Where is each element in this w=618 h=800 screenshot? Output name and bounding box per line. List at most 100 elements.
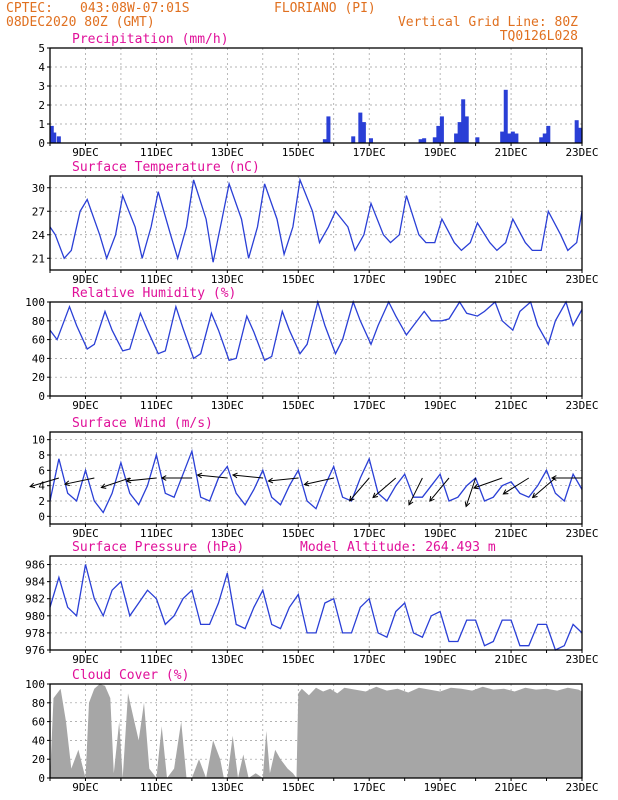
precip-bar-8 bbox=[368, 138, 373, 143]
wind-arrowhead-12 bbox=[429, 496, 435, 502]
x-tick-pressure-4: 17DEC bbox=[353, 653, 386, 666]
header-coords: 043:08W-07:01S bbox=[80, 1, 190, 16]
y-tick-pressure-2: 980 bbox=[25, 610, 45, 623]
x-tick-temp-5: 19DEC bbox=[424, 273, 457, 286]
x-tick-precip-0: 9DEC bbox=[72, 146, 99, 159]
header-source: CPTEC: bbox=[6, 1, 53, 16]
x-tick-rh-1: 11DEC bbox=[140, 399, 173, 412]
panel-wind: Surface Wind (m/s) 0 2 4 6 8 10 9DEC 11DEC 13DEC 1… bbox=[29, 416, 599, 540]
x-tick-rh-7: 23DEC bbox=[565, 399, 598, 412]
wind-arrowhead-14 bbox=[472, 483, 479, 490]
x-tick-pressure-0: 9DEC bbox=[72, 653, 99, 666]
wind-arrow-11 bbox=[408, 477, 423, 506]
series-line-wind bbox=[49, 448, 583, 514]
y-tick-pressure-3: 982 bbox=[25, 593, 45, 606]
precip-bar-6 bbox=[358, 112, 363, 143]
panel-temp: Surface Temperature (nC) 21 24 27 30 9DEC 11DE… bbox=[32, 160, 599, 286]
x-tick-rh-5: 19DEC bbox=[424, 399, 457, 412]
wind-arrowhead-13 bbox=[464, 501, 471, 508]
precip-bar-28 bbox=[578, 127, 583, 143]
precip-bar-3 bbox=[322, 139, 327, 143]
x-tick-cloud-1: 11DEC bbox=[140, 781, 173, 794]
precip-bar-5 bbox=[351, 136, 356, 143]
precip-bar-20 bbox=[503, 89, 508, 143]
panel-title-pressure: Surface Pressure (hPa) bbox=[72, 540, 244, 555]
x-tick-precip-7: 23DEC bbox=[565, 146, 598, 159]
precip-bar-22 bbox=[510, 131, 515, 143]
precip-bar-12 bbox=[436, 125, 441, 143]
x-tick-precip-5: 19DEC bbox=[424, 146, 457, 159]
precip-bar-16 bbox=[461, 99, 466, 143]
wind-arrowhead-3 bbox=[125, 477, 132, 484]
x-tick-cloud-0: 9DEC bbox=[72, 781, 99, 794]
precip-bar-11 bbox=[432, 137, 437, 143]
header-grid-line: Vertical Grid Line: 80Z bbox=[398, 15, 578, 30]
y-tick-pressure-4: 984 bbox=[25, 576, 45, 589]
wind-arrowhead-16 bbox=[531, 492, 538, 499]
x-tick-rh-4: 17DEC bbox=[353, 399, 386, 412]
y-tick-pressure-5: 986 bbox=[25, 559, 45, 572]
panel-precip: Precipitation (mm/h) 0 1 2 3 4 5 9DEC 11DEC 13DEC… bbox=[38, 32, 598, 159]
y-tick-wind-4: 8 bbox=[38, 449, 45, 462]
wind-arrow-3 bbox=[126, 477, 157, 482]
precip-bar-2 bbox=[56, 136, 61, 143]
y-tick-rh-4: 80 bbox=[32, 315, 45, 328]
x-tick-wind-3: 15DEC bbox=[282, 527, 315, 540]
wind-arrowhead-15 bbox=[502, 489, 509, 495]
y-tick-precip-1: 1 bbox=[38, 118, 45, 131]
y-tick-pressure-0: 976 bbox=[25, 644, 45, 657]
precip-bar-25 bbox=[542, 133, 547, 143]
wind-arrow-13 bbox=[465, 477, 477, 507]
panel-title-precip: Precipitation (mm/h) bbox=[72, 32, 229, 47]
wind-arrow-6 bbox=[232, 474, 263, 479]
y-tick-cloud-1: 20 bbox=[32, 753, 45, 766]
x-tick-temp-2: 13DEC bbox=[211, 273, 244, 286]
x-tick-temp-3: 15DEC bbox=[282, 273, 315, 286]
x-tick-precip-3: 15DEC bbox=[282, 146, 315, 159]
y-tick-precip-0: 0 bbox=[38, 137, 45, 150]
wind-arrowhead-4 bbox=[160, 475, 167, 481]
wind-arrow-16 bbox=[532, 477, 556, 498]
y-tick-rh-3: 60 bbox=[32, 334, 45, 347]
x-tick-temp-1: 11DEC bbox=[140, 273, 173, 286]
precip-bar-13 bbox=[439, 116, 444, 143]
y-tick-rh-5: 100 bbox=[25, 296, 45, 309]
precip-bar-4 bbox=[326, 116, 331, 143]
y-tick-temp-1: 24 bbox=[32, 229, 46, 242]
x-tick-precip-6: 21DEC bbox=[495, 146, 528, 159]
y-tick-pressure-1: 978 bbox=[25, 627, 45, 640]
x-tick-wind-7: 23DEC bbox=[565, 527, 598, 540]
panel-title-cloud: Cloud Cover (%) bbox=[72, 668, 189, 683]
y-tick-cloud-2: 40 bbox=[32, 734, 45, 747]
model-altitude: Model Altitude: 264.493 m bbox=[300, 540, 496, 555]
precip-bar-7 bbox=[361, 122, 366, 143]
panel-cloud: Cloud Cover (%) 0 20 40 60 80 100 9DEC 11DEC 13DE… bbox=[25, 668, 598, 794]
x-tick-temp-6: 21DEC bbox=[495, 273, 528, 286]
wind-arrow-8 bbox=[304, 477, 334, 485]
panel-title-temp: Surface Temperature (nC) bbox=[72, 160, 260, 175]
frame-temp bbox=[49, 175, 583, 271]
x-tick-pressure-2: 13DEC bbox=[211, 653, 244, 666]
precip-bar-10 bbox=[422, 138, 427, 143]
x-tick-cloud-3: 15DEC bbox=[282, 781, 315, 794]
y-tick-rh-1: 20 bbox=[32, 371, 45, 384]
panel-title-rh: Relative Humidity (%) bbox=[72, 286, 236, 301]
y-tick-temp-2: 27 bbox=[32, 205, 45, 218]
x-tick-cloud-6: 21DEC bbox=[495, 781, 528, 794]
series-line-temp bbox=[49, 177, 583, 263]
precip-bar-27 bbox=[574, 120, 579, 143]
y-tick-temp-3: 30 bbox=[32, 182, 45, 195]
y-tick-cloud-0: 0 bbox=[38, 772, 45, 785]
precip-bar-9 bbox=[418, 139, 423, 143]
header-date: 08DEC2020 80Z (GMT) bbox=[6, 15, 155, 30]
wind-arrowhead-17 bbox=[550, 475, 557, 481]
series-line-pressure bbox=[49, 564, 583, 651]
wind-arrow-15 bbox=[503, 477, 530, 495]
y-tick-wind-3: 6 bbox=[38, 464, 45, 477]
wind-arrowhead-2 bbox=[100, 483, 107, 489]
x-tick-pressure-6: 21DEC bbox=[495, 653, 528, 666]
x-tick-rh-3: 15DEC bbox=[282, 399, 315, 412]
x-tick-pressure-7: 23DEC bbox=[565, 653, 598, 666]
